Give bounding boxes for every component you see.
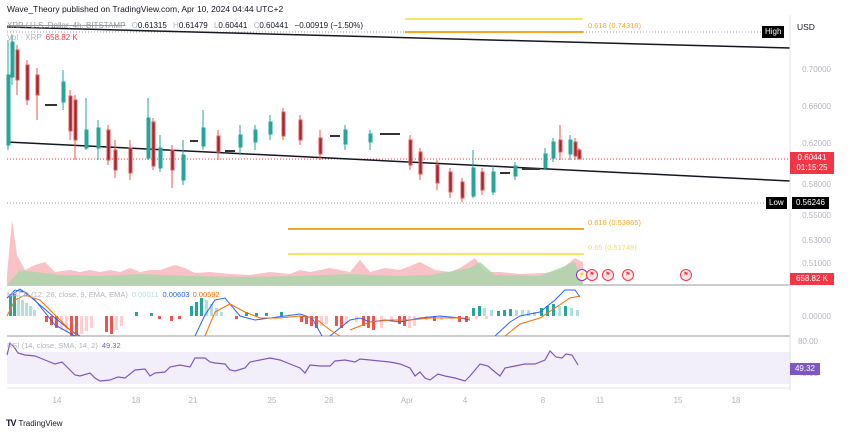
fib-label-065: 0.65 (0.51749) bbox=[588, 243, 637, 252]
currency-label[interactable]: USD bbox=[797, 22, 815, 32]
open-label: O bbox=[131, 21, 138, 30]
rsi-tag: 49.32 bbox=[790, 363, 820, 375]
time-axis-label: 21 bbox=[188, 396, 198, 405]
time-axis-label: 28 bbox=[324, 396, 334, 405]
time-axis-label: 11 bbox=[595, 396, 605, 405]
macd-line-value: 0.00603 bbox=[162, 290, 190, 299]
symbol-legend: XRP / U.S. Dollar, 4h, BITSTAMP O0.61315… bbox=[7, 21, 363, 30]
price-axis-label: 0.66000 bbox=[802, 102, 831, 111]
volume-label: Vol · XRP bbox=[7, 33, 42, 42]
price-axis-label: 0.70000 bbox=[802, 65, 831, 74]
high-tag: High bbox=[762, 26, 785, 38]
volume-value: 658.82 K bbox=[45, 33, 78, 42]
price-axis-label: 0.55000 bbox=[802, 211, 831, 220]
volume-tag: 658.82 K bbox=[790, 273, 834, 285]
time-axis-label: 25 bbox=[267, 396, 277, 405]
close-value: 0.60441 bbox=[259, 21, 289, 30]
us-flag-event-icon[interactable]: ⚑ bbox=[586, 269, 598, 281]
macd-legend[interactable]: MACD (12, 26, close, 9, EMA, EMA) 0.00011… bbox=[7, 290, 220, 299]
macd-axis-zero: 0.00000 bbox=[802, 312, 831, 321]
price-axis-label: 0.51000 bbox=[802, 259, 831, 268]
time-axis-label: 15 bbox=[673, 396, 683, 405]
current-price-tag: 0.60441 01:15:25 bbox=[790, 152, 834, 174]
fib-label-0618: 0.618 (0.53865) bbox=[588, 218, 641, 227]
rsi-axis-upper: 80.00 bbox=[797, 337, 818, 346]
low-value-tag: 0.56246 bbox=[792, 197, 829, 209]
us-flag-event-icon[interactable]: ⚑ bbox=[622, 269, 634, 281]
us-flag-event-icon[interactable]: ⚑ bbox=[680, 269, 692, 281]
volume-legend[interactable]: Vol · XRP 658.82 K bbox=[7, 33, 78, 42]
open-value: 0.61315 bbox=[137, 21, 167, 30]
rsi-value: 49.32 bbox=[101, 341, 121, 350]
low-label: L bbox=[213, 21, 219, 30]
close-label: C bbox=[253, 21, 260, 30]
us-flag-event-icon[interactable]: ⚑ bbox=[602, 269, 614, 281]
tradingview-logo-icon: TV bbox=[6, 418, 16, 428]
rsi-legend[interactable]: RSI (14, close, SMA, 14, 2) 49.32 bbox=[7, 341, 121, 350]
macd-signal-value: 0.00592 bbox=[192, 290, 220, 299]
time-axis-label: Apr bbox=[400, 396, 414, 405]
time-axis-label: 18 bbox=[131, 396, 141, 405]
tradingview-brand: TradingView bbox=[18, 418, 63, 428]
change-value: −0.00919 (−1.50%) bbox=[294, 21, 364, 30]
low-value: 0.60441 bbox=[218, 21, 248, 30]
high-value: 0.61479 bbox=[178, 21, 208, 30]
tradingview-logo[interactable]: TV TradingView bbox=[6, 418, 63, 428]
candles bbox=[6, 35, 582, 202]
low-tag: Low bbox=[766, 197, 787, 209]
macd-label: MACD (12, 26, close, 9, EMA, EMA) bbox=[7, 290, 128, 299]
fib-label-upper: 0.618 (0.74318) bbox=[588, 21, 641, 30]
time-axis-label: 18 bbox=[731, 396, 741, 405]
rsi-label: RSI (14, close, SMA, 14, 2) bbox=[7, 341, 98, 350]
bar-countdown: 01:15:25 bbox=[796, 163, 828, 172]
price-axis-label: 0.62000 bbox=[802, 139, 831, 148]
time-axis-label: 14 bbox=[52, 396, 62, 405]
macd-histogram-value: 0.00011 bbox=[131, 290, 159, 299]
time-axis-label: 8 bbox=[540, 396, 546, 405]
price-axis-label: 0.53000 bbox=[802, 236, 831, 245]
publisher-line: Wave_Theory published on TradingView.com… bbox=[7, 4, 284, 14]
current-price: 0.60441 bbox=[797, 153, 827, 162]
time-axis-label: 4 bbox=[462, 396, 468, 405]
high-label: H bbox=[173, 21, 179, 30]
symbol-name[interactable]: XRP / U.S. Dollar, 4h, BITSTAMP bbox=[7, 21, 126, 30]
price-axis-label: 0.58000 bbox=[802, 180, 831, 189]
